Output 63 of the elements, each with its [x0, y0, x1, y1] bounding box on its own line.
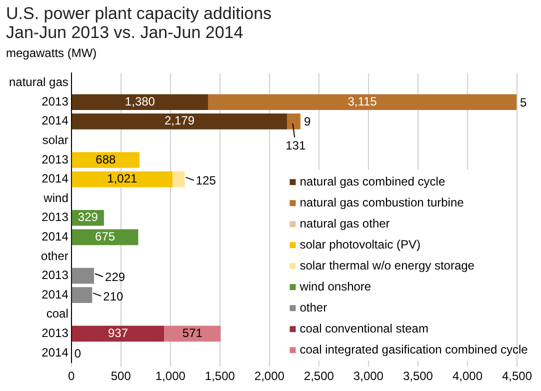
bar [72, 171, 172, 188]
bar [172, 171, 185, 188]
y-tick-label: 2013 [42, 268, 69, 282]
data-label: 1,021 [107, 172, 138, 186]
legend-label: natural gas combined cycle [300, 174, 446, 188]
data-label: 210 [103, 289, 124, 304]
y-tick-label: other [41, 248, 68, 263]
x-tick-label: 4,000 [452, 369, 483, 384]
y-tick-label: 2013 [42, 152, 69, 166]
x-tick-label: 0 [68, 369, 76, 384]
x-tick-label: 1,500 [204, 369, 236, 384]
legend-label: coal integrated gasification combined cycle [300, 342, 528, 356]
y-tick-label: 2014 [42, 230, 69, 244]
data-label: 9 [304, 114, 312, 129]
y-tick-label: 2013 [42, 94, 69, 108]
bar [72, 94, 208, 110]
chart-title: U.S. power plant capacity additions Jan-Jun 2013 vs. Jan-Jun 2014 [6, 4, 272, 42]
data-label: 2,179 [164, 114, 195, 128]
data-label: 5 [520, 95, 527, 110]
data-label: 1,380 [124, 94, 156, 108]
data-label: 125 [196, 174, 216, 188]
x-tick-label: 2,500 [304, 369, 334, 384]
legend-label: natural gas combustion turbine [300, 195, 464, 210]
x-tick-label: 500 [110, 369, 132, 384]
legend-label: coal conventional steam [300, 321, 428, 336]
legend-label: wind onshore [298, 279, 372, 294]
data-label: 571 [182, 326, 203, 340]
bar [72, 326, 164, 342]
bar [208, 94, 516, 110]
x-tick-label: 4,500 [502, 369, 532, 384]
y-tick-label: solar [42, 133, 68, 148]
y-tick-label: 2013 [42, 210, 69, 224]
y-tick-label: 2014 [42, 114, 69, 128]
data-label: 3,115 [348, 94, 378, 108]
y-tick-label: 2014 [42, 345, 69, 360]
bar [72, 287, 92, 303]
x-tick-label: 3,000 [353, 369, 384, 384]
y-tick-label: 2014 [42, 287, 69, 302]
bar [72, 114, 288, 130]
data-label: 131 [286, 138, 306, 153]
bar [72, 152, 140, 168]
x-tick-label: 2,000 [254, 369, 285, 384]
legend-label: solar thermal w/o energy storage [300, 258, 475, 272]
legend-label: other [300, 300, 328, 314]
legend-label: solar photovoltaic (PV) [300, 237, 420, 252]
y-tick-label: natural gas [9, 75, 68, 90]
x-tick-label: 3,500 [402, 369, 434, 384]
y-tick-label: wind [42, 190, 68, 205]
data-label: 0 [74, 346, 82, 360]
chart-subtitle: megawatts (MW) [6, 46, 97, 60]
bar [164, 326, 221, 342]
data-label: 329 [78, 210, 98, 224]
bar [287, 114, 300, 130]
data-label: 937 [108, 326, 128, 340]
y-tick-label: 2013 [42, 326, 69, 340]
legend-label: natural gas other [300, 216, 390, 230]
data-label: 229 [105, 270, 126, 284]
data-label: 675 [95, 230, 116, 244]
y-tick-label: coal [46, 306, 68, 321]
x-tick-label: 1,000 [155, 369, 186, 384]
bar [72, 268, 94, 284]
data-label: 688 [96, 152, 116, 166]
y-tick-label: 2014 [42, 172, 69, 186]
